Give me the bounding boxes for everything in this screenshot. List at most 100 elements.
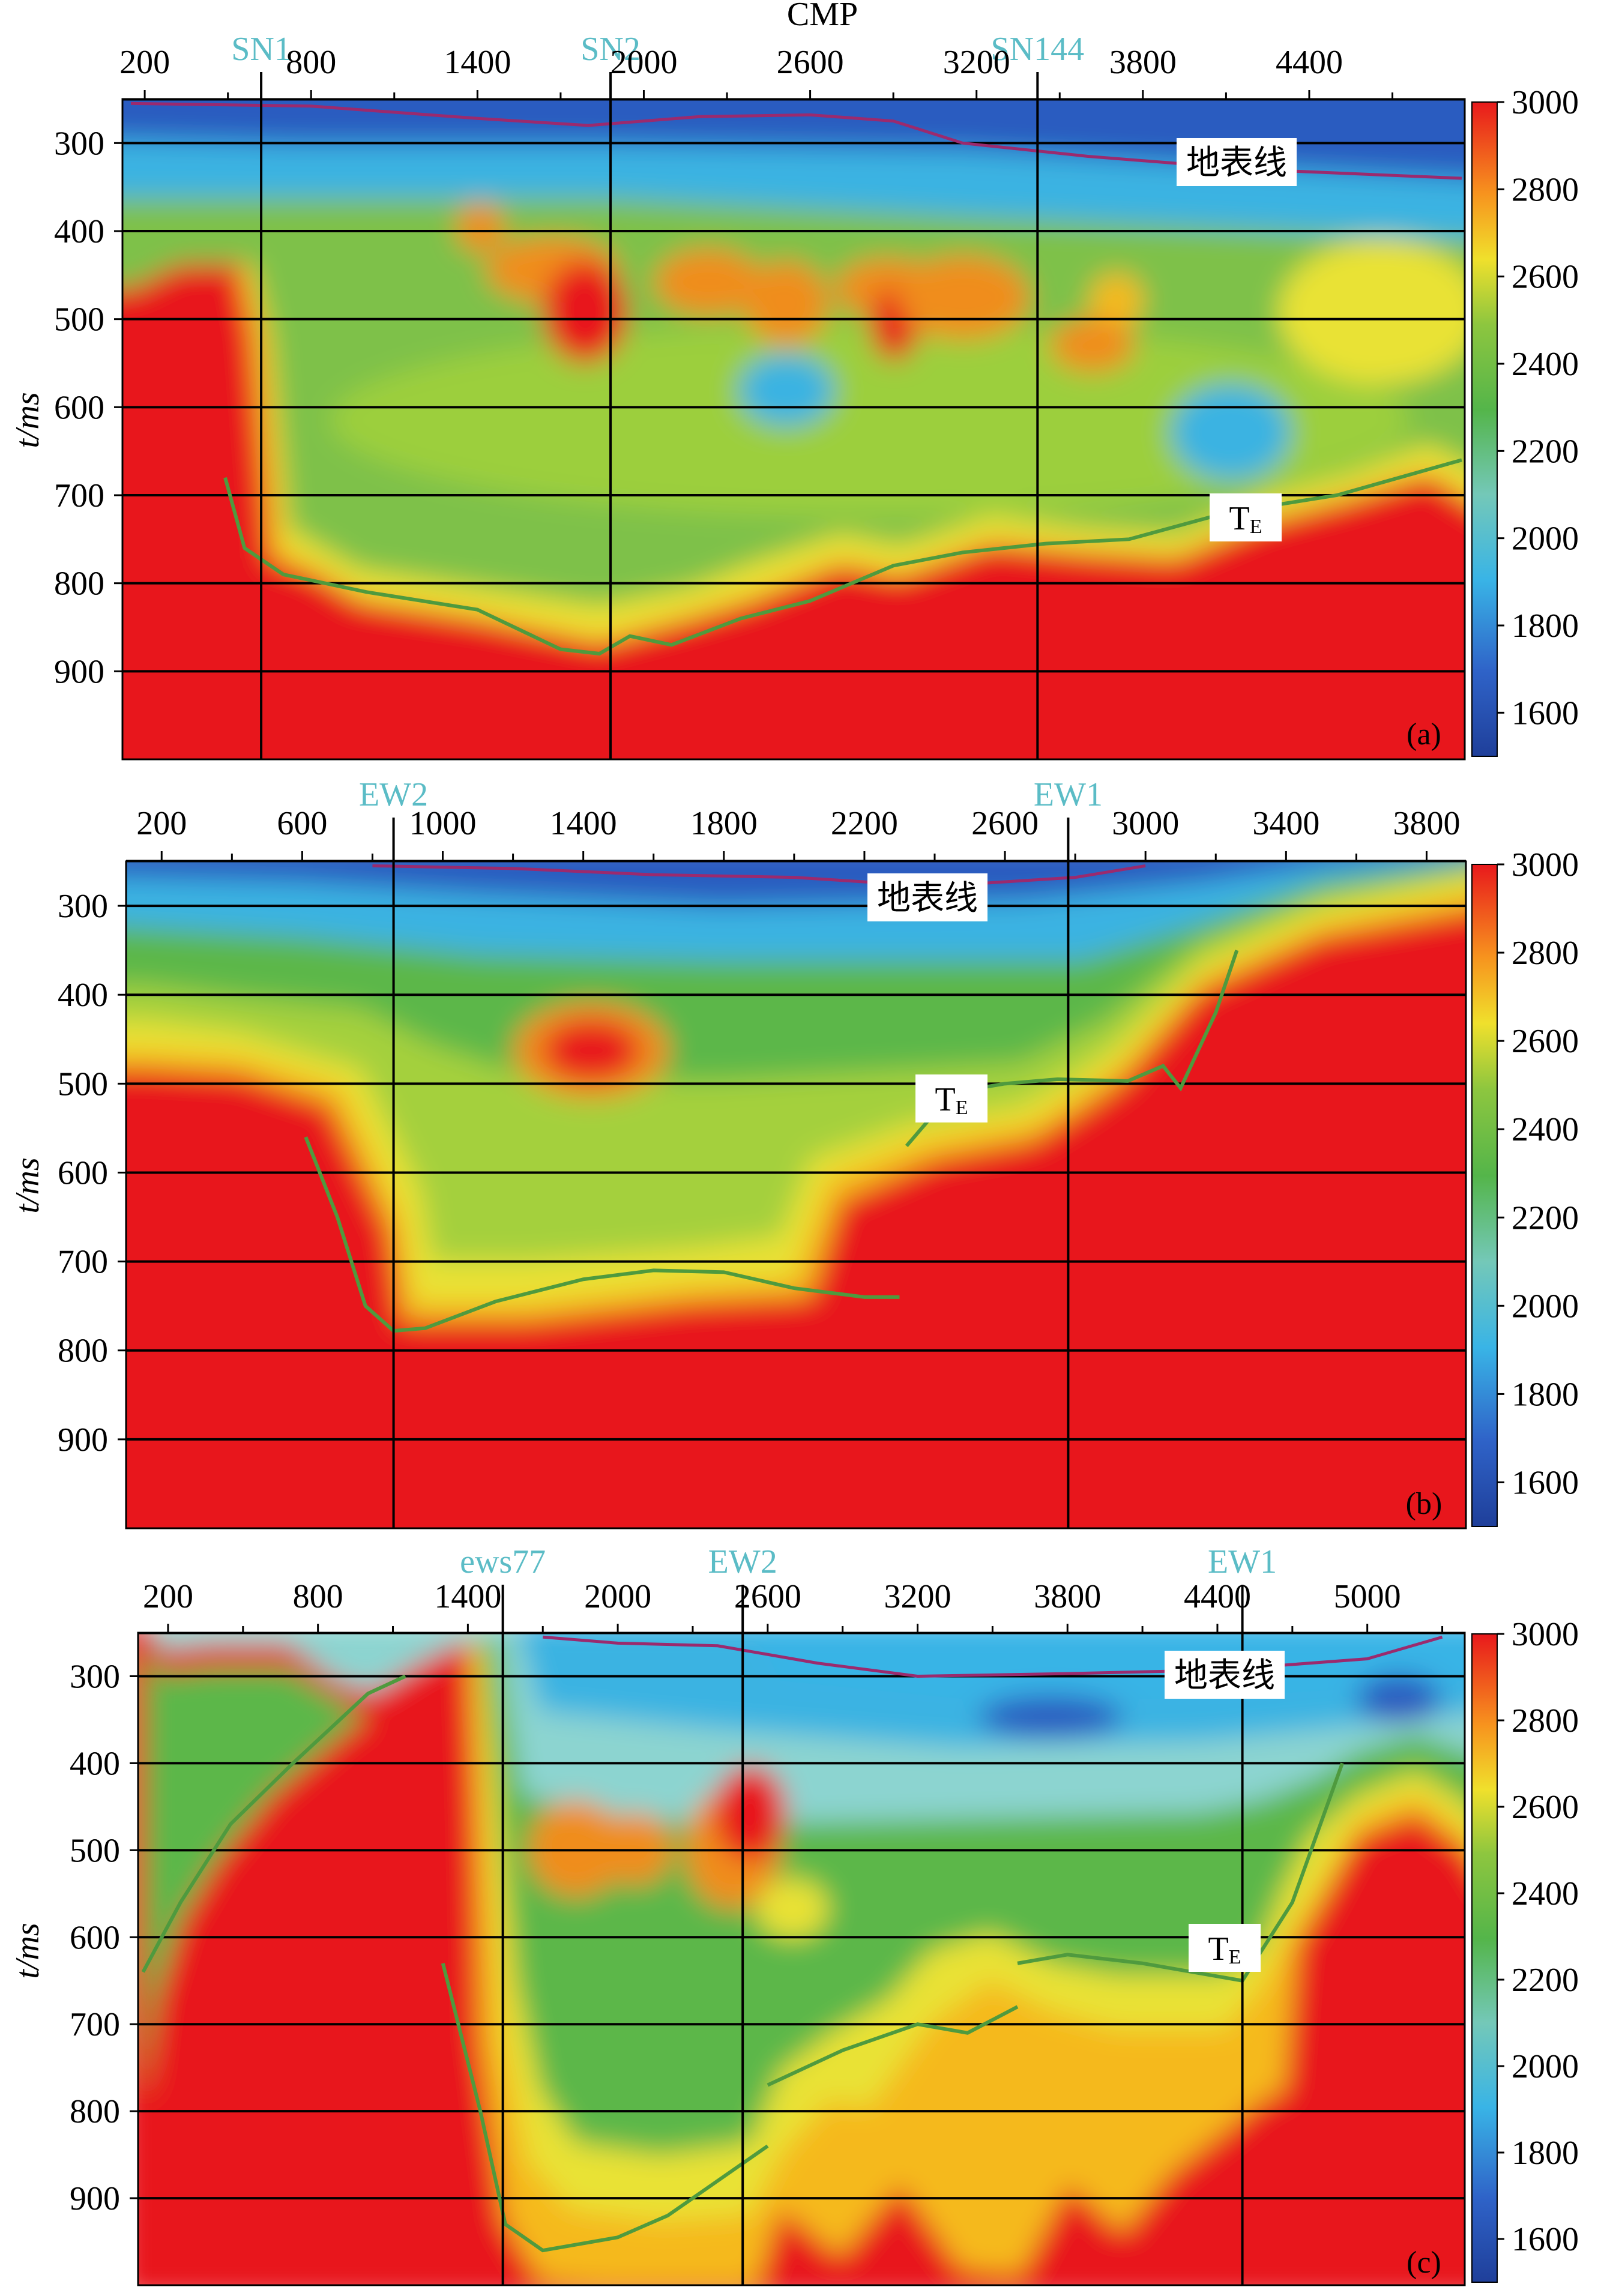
y-tick-label: 700 <box>70 2006 120 2043</box>
y-tick-label: 800 <box>70 2093 120 2130</box>
x-tick-label: 3400 <box>1252 805 1319 842</box>
x-tick-label: 4400 <box>1276 44 1343 81</box>
marker-label: SN2 <box>580 31 641 68</box>
y-axis-label-a: t/ms <box>9 392 46 448</box>
x-tick-label: 2600 <box>734 1578 801 1615</box>
y-tick-label: 900 <box>70 2180 120 2217</box>
marker-label: EW2 <box>708 1543 777 1580</box>
x-tick-label: 2600 <box>971 805 1039 842</box>
colorbar-tick-label: 2200 <box>1512 433 1579 470</box>
annotation-surface-c: 地表线 <box>1165 1651 1285 1699</box>
te-horizon-line <box>441 1963 769 2253</box>
x-tick-label: 2000 <box>584 1578 651 1615</box>
surface-line <box>130 101 1462 180</box>
y-tick-label: 500 <box>54 301 104 339</box>
surface-line <box>372 864 1146 888</box>
y-tick-label: 600 <box>70 1919 120 1956</box>
x-tick-label: 3200 <box>884 1578 951 1615</box>
annotation-surface-b: 地表线 <box>867 873 987 921</box>
y-tick-label: 700 <box>54 477 104 514</box>
x-axis-a: 200 800 1400 2000 2600 3200 3800 4400 <box>119 44 1465 101</box>
colorbar-tick-label: 2000 <box>1512 2048 1579 2085</box>
x-tick-label: 200 <box>143 1578 193 1615</box>
y-tick-label: 300 <box>70 1658 120 1695</box>
y-tick-label: 800 <box>54 565 104 603</box>
x-tick-label: 3800 <box>1109 44 1177 81</box>
colorbar-tick-label: 1600 <box>1512 695 1579 732</box>
x-tick-label: 1000 <box>409 805 477 842</box>
colorbar-tick-label: 2400 <box>1512 1875 1579 1912</box>
svg-text:TE: TE <box>935 1081 968 1119</box>
velocity-field-b <box>126 861 1466 1528</box>
colorbar-tick-label: 2400 <box>1512 1111 1579 1148</box>
x-tick-label: 1800 <box>690 805 758 842</box>
x-tick-label: 2000 <box>610 44 677 81</box>
y-tick-label: 900 <box>54 653 104 690</box>
colorbar-tick-label: 2800 <box>1512 171 1579 208</box>
grid-lines-b <box>126 905 1466 1441</box>
x-tick-label: 3200 <box>943 44 1010 81</box>
colorbar-tick-label: 2400 <box>1512 346 1579 383</box>
x-tick-label: 4400 <box>1184 1578 1251 1615</box>
y-axis-label-b: t/ms <box>9 1157 46 1213</box>
y-tick-label: 500 <box>70 1832 120 1869</box>
x-tick-label: 3800 <box>1393 805 1460 842</box>
y-tick-label: 700 <box>58 1244 108 1281</box>
y-tick-label: 300 <box>58 888 108 925</box>
x-tick-label: 800 <box>293 1578 343 1615</box>
colorbar-tick-label: 1800 <box>1512 1376 1579 1413</box>
marker-label: ews77 <box>460 1543 546 1580</box>
colorbar-tick-label: 3000 <box>1512 84 1579 121</box>
colorbar-tick-label: 1600 <box>1512 1464 1579 1501</box>
marker-label: EW1 <box>1208 1543 1277 1580</box>
marker-label: SN144 <box>991 31 1085 68</box>
svg-text:地表线: 地表线 <box>1174 1657 1275 1695</box>
well-markers-b: EW2 EW1 <box>359 776 1103 1528</box>
svg-text:地表线: 地表线 <box>1186 145 1287 182</box>
y-tick-label: 800 <box>58 1333 108 1370</box>
te-horizon-line <box>141 1674 406 1973</box>
y-tick-label: 300 <box>54 125 104 162</box>
horizon-lines-a <box>130 101 1462 656</box>
velocity-field-c <box>138 1633 1465 2285</box>
y-tick-label: 900 <box>58 1421 108 1459</box>
annotation-te-c: TE <box>1189 1924 1261 1972</box>
colorbar-tick-label: 2200 <box>1512 1962 1579 1999</box>
cmp-label: CMP <box>787 0 858 33</box>
y-axis-c: 300 400 500 600 700 800 900 <box>70 1658 138 2217</box>
x-tick-label: 5000 <box>1334 1578 1401 1615</box>
colorbar-tick-label: 2800 <box>1512 1702 1579 1740</box>
marker-label: EW1 <box>1034 776 1103 813</box>
annotation-te-b: TE <box>915 1074 987 1122</box>
colorbar-a: 1600 1800 2000 2200 2400 2600 2800 3000 <box>1471 84 1579 757</box>
x-tick-label: 800 <box>286 44 336 81</box>
colorbar-b: 1600 1800 2000 2200 2400 2600 2800 3000 <box>1471 846 1579 1527</box>
colorbar-tick-label: 2600 <box>1512 259 1579 296</box>
panel-label-b: (b) <box>1406 1487 1443 1521</box>
colorbar-c: 1600 1800 2000 2200 2400 2600 2800 3000 <box>1471 1616 1579 2283</box>
x-tick-label: 3000 <box>1112 805 1179 842</box>
y-tick-label: 600 <box>58 1154 108 1192</box>
panel-label-a: (a) <box>1407 717 1441 752</box>
x-tick-label: 200 <box>119 44 170 81</box>
x-tick-label: 1400 <box>434 1578 501 1615</box>
x-tick-label: 1400 <box>550 805 617 842</box>
panel-b: EW2 EW1 200 600 1000 1400 1800 2200 2600 3000 340… <box>9 776 1579 1529</box>
svg-text:TE: TE <box>1229 500 1262 538</box>
te-horizon-line <box>767 2005 1019 2087</box>
x-tick-label: 1400 <box>444 44 511 81</box>
colorbar-tick-label: 2600 <box>1512 1023 1579 1060</box>
y-tick-label: 600 <box>54 389 104 426</box>
y-axis-label-c: t/ms <box>9 1923 46 1978</box>
colorbar-tick-label: 2000 <box>1512 520 1579 558</box>
te-horizon-line <box>223 458 1462 656</box>
te-horizon-line <box>1017 1762 1344 1983</box>
marker-label: EW2 <box>359 776 428 813</box>
well-markers-a: SN1 SN2 SN144 <box>231 31 1084 759</box>
marker-label: SN1 <box>231 31 291 68</box>
colorbar-tick-label: 2600 <box>1512 1789 1579 1826</box>
y-tick-label: 400 <box>54 213 104 250</box>
colorbar-tick-label: 3000 <box>1512 1616 1579 1653</box>
y-tick-label: 500 <box>58 1065 108 1103</box>
